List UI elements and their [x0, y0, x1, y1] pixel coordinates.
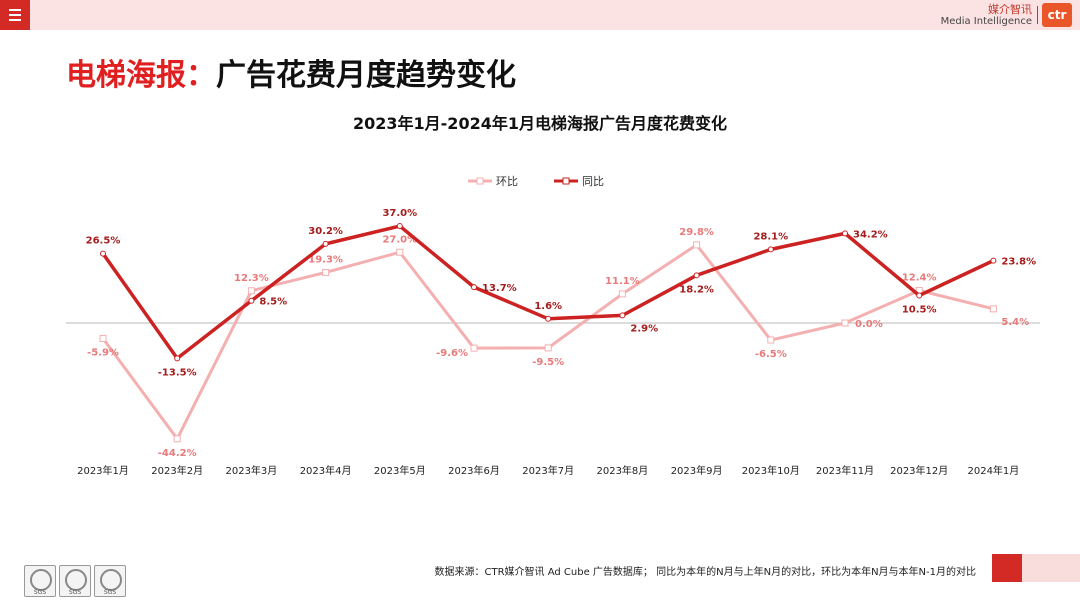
- x-tick-label: 2023年6月: [448, 464, 500, 477]
- data-point-环比: [989, 305, 997, 313]
- data-label-环比: -9.6%: [436, 348, 468, 359]
- data-point-同比: [990, 257, 997, 264]
- x-tick-label: 2023年11月: [816, 464, 874, 477]
- certification-badges: SGS SGS SGS: [24, 565, 126, 597]
- data-point-同比: [248, 297, 255, 304]
- legend-marker-同比: [562, 177, 570, 185]
- data-label-同比: 28.1%: [753, 231, 788, 242]
- data-point-环比: [618, 290, 626, 298]
- data-point-同比: [322, 240, 329, 247]
- data-source-note: 数据来源：CTR媒介智讯 Ad Cube 广告数据库； 同比为本年的N月与上年N…: [434, 567, 976, 578]
- series-line-同比: [101, 224, 995, 361]
- legend-marker-环比: [476, 177, 484, 185]
- footer-accent-pink: [1022, 554, 1080, 582]
- page-title-prefix: 电梯海报：: [66, 58, 216, 93]
- data-point-环比: [841, 319, 849, 327]
- x-tick-label: 2023年4月: [300, 464, 352, 477]
- data-point-同比: [842, 230, 848, 237]
- data-point-环比: [322, 268, 330, 276]
- data-point-环比: [247, 287, 255, 295]
- data-label-同比: 23.8%: [1001, 257, 1036, 268]
- data-point-同比: [916, 292, 923, 299]
- data-point-环比: [470, 344, 478, 352]
- brand-divider: [1037, 6, 1038, 24]
- brand-text: 媒介智讯 Media Intelligence: [941, 4, 1032, 28]
- data-label-环比: 27.0%: [382, 234, 417, 245]
- data-label-同比: 18.2%: [679, 284, 714, 295]
- x-tick-label: 2023年12月: [890, 464, 948, 477]
- data-point-同比: [545, 315, 552, 322]
- data-label-环比: 19.3%: [308, 254, 343, 265]
- x-tick-label: 2023年9月: [671, 464, 723, 477]
- data-label-环比: 12.3%: [234, 273, 269, 284]
- top-bar: 媒介智讯 Media Intelligence ctr: [0, 0, 1080, 30]
- ctr-logo: ctr: [1042, 3, 1072, 27]
- data-point-环比: [173, 435, 181, 443]
- data-point-同比: [396, 223, 403, 230]
- data-label-同比: 34.2%: [853, 229, 888, 240]
- data-point-同比: [100, 250, 106, 257]
- data-label-同比: 13.7%: [482, 283, 517, 294]
- data-point-同比: [174, 355, 181, 362]
- hamburger-menu-icon[interactable]: [0, 0, 30, 30]
- data-label-环比: 0.0%: [855, 319, 883, 330]
- data-label-环比: -5.9%: [87, 347, 119, 358]
- data-label-同比: 37.0%: [382, 208, 417, 219]
- data-label-同比: 10.5%: [902, 304, 937, 315]
- sgs-badge-icon: SGS: [24, 565, 56, 597]
- data-label-环比: 29.8%: [679, 227, 714, 238]
- sgs-badge-icon: SGS: [94, 565, 126, 597]
- data-label-环比: 5.4%: [1001, 317, 1029, 328]
- x-tick-label: 2024年1月: [967, 464, 1019, 477]
- data-label-环比: 11.1%: [605, 276, 640, 287]
- x-tick-label: 2023年3月: [225, 464, 277, 477]
- page-title: 电梯海报：广告花费月度趋势变化: [66, 50, 516, 94]
- page-title-main: 广告花费月度趋势变化: [216, 58, 516, 93]
- data-point-环比: [396, 248, 404, 256]
- data-label-同比: 2.9%: [630, 323, 658, 334]
- x-tick-label: 2023年8月: [596, 464, 648, 477]
- data-point-同比: [619, 312, 626, 319]
- brand-chinese-name: 媒介智讯: [988, 3, 1032, 16]
- x-tick-label: 2023年1月: [77, 464, 129, 477]
- legend-label-环比: 环比: [496, 175, 518, 188]
- legend-label-同比: 同比: [582, 175, 604, 188]
- data-point-环比: [693, 241, 701, 249]
- brand-english-name: Media Intelligence: [940, 16, 1032, 27]
- sgs-badge-icon: SGS: [59, 565, 91, 597]
- x-tick-label: 2023年5月: [374, 464, 426, 477]
- data-label-同比: 1.6%: [534, 301, 562, 312]
- chart-title: 2023年1月-2024年1月电梯海报广告月度花费变化: [353, 114, 727, 133]
- data-label-环比: -9.5%: [532, 357, 564, 368]
- footer-accent-red: [992, 554, 1022, 582]
- x-tick-label: 2023年2月: [151, 464, 203, 477]
- x-tick-label: 2023年10月: [742, 464, 800, 477]
- data-label-环比: -6.5%: [755, 349, 787, 360]
- data-point-环比: [99, 334, 107, 342]
- data-point-同比: [471, 284, 477, 291]
- data-label-环比: -44.2%: [158, 448, 197, 459]
- data-point-同比: [693, 272, 700, 279]
- data-label-同比: 30.2%: [308, 226, 343, 237]
- data-label-同比: 8.5%: [259, 297, 287, 308]
- x-tick-label: 2023年7月: [522, 464, 574, 477]
- data-point-环比: [544, 344, 552, 352]
- data-label-环比: 12.4%: [902, 273, 937, 284]
- data-label-同比: -13.5%: [158, 367, 197, 378]
- data-point-环比: [767, 336, 775, 344]
- data-point-同比: [767, 246, 774, 253]
- data-label-同比: 26.5%: [86, 236, 121, 247]
